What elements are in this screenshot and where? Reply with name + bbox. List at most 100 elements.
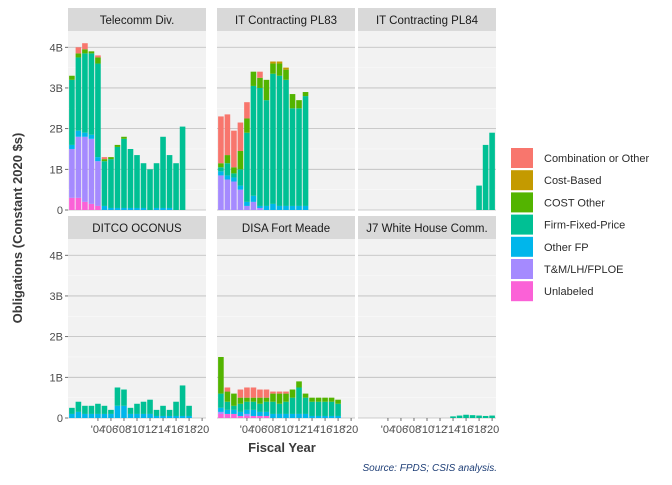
- bar-segment: [463, 414, 469, 418]
- bar-segment: [88, 51, 95, 54]
- bar-segment: [328, 401, 335, 416]
- x-tick-label: '08: [266, 424, 280, 436]
- bar-segment: [476, 185, 482, 210]
- bar-segment: [224, 163, 231, 176]
- bar-segment: [237, 122, 244, 152]
- bar-segment: [101, 405, 108, 414]
- legend-label: T&M/LH/FPLOE: [544, 264, 623, 276]
- bar-segment: [218, 171, 224, 176]
- facet-panel: IT Contracting PL83: [217, 8, 355, 211]
- bar-segment: [95, 403, 101, 414]
- bar-segment: [302, 96, 309, 206]
- bar-segment: [224, 179, 231, 210]
- x-tick-label: '18: [331, 424, 345, 436]
- bar-segment: [95, 157, 101, 162]
- bar-segment: [309, 401, 315, 416]
- legend-label: Combination or Other: [544, 153, 649, 165]
- facet-strip: [217, 216, 355, 239]
- bar-segment: [134, 207, 140, 210]
- bar-segment: [276, 63, 283, 76]
- bar-segment: [108, 409, 114, 414]
- bar-segment: [218, 393, 224, 408]
- x-tick-label: '04: [381, 424, 395, 436]
- bar-segment: [244, 132, 250, 202]
- bar-segment: [140, 163, 147, 208]
- bar-segment: [315, 415, 322, 418]
- bar-segment: [250, 397, 257, 402]
- bar-segment: [296, 108, 302, 206]
- bar-segment: [309, 397, 315, 402]
- x-tick-label: '08: [117, 424, 131, 436]
- bar-segment: [289, 389, 296, 398]
- bar-segment: [82, 201, 88, 210]
- bar-segment: [322, 401, 328, 416]
- x-tick-label: '06: [104, 424, 118, 436]
- bar-segment: [173, 163, 179, 210]
- bar-segment: [114, 405, 121, 418]
- bar-segment: [237, 169, 244, 186]
- bar-segment: [270, 61, 276, 64]
- bar-segment: [69, 148, 75, 198]
- x-tick-label: '16: [459, 424, 473, 436]
- legend-label: Unlabeled: [544, 286, 594, 298]
- bar-segment: [231, 181, 237, 210]
- bar-segment: [283, 79, 289, 206]
- bar-segment: [231, 405, 237, 410]
- bar-segment: [250, 409, 257, 416]
- bar-segment: [244, 415, 250, 418]
- bar-segment: [75, 197, 82, 210]
- bar-segment: [302, 92, 309, 97]
- bar-segment: [296, 413, 302, 418]
- bar-segment: [270, 73, 276, 204]
- facet-strip: [358, 8, 496, 31]
- bar-segment: [75, 47, 82, 54]
- facet-title: DISA Fort Meade: [242, 223, 330, 235]
- x-tick-label: '20: [195, 424, 209, 436]
- bar-segment: [114, 144, 121, 147]
- bar-segment: [101, 413, 108, 418]
- x-tick-label: '18: [472, 424, 486, 436]
- facet-panel: DITCO OCONUS01B2B3B4B'04'06'08'10'12'14'…: [50, 216, 209, 436]
- legend-label: Other FP: [544, 242, 589, 254]
- x-tick-label: '12: [143, 424, 157, 436]
- facet-title: J7 White House Comm.: [366, 223, 487, 235]
- bar-segment: [218, 407, 224, 412]
- bar-segment: [101, 159, 108, 162]
- bar-segment: [69, 413, 75, 418]
- bar-segment: [257, 87, 263, 206]
- bar-segment: [263, 415, 270, 418]
- bar-segment: [218, 167, 224, 172]
- bar-segment: [108, 207, 114, 210]
- bar-segment: [237, 185, 244, 190]
- bar-segment: [82, 413, 88, 418]
- bar-segment: [95, 413, 101, 418]
- bar-segment: [302, 413, 309, 418]
- bar-segment: [173, 401, 179, 416]
- bar-segment: [121, 389, 127, 406]
- bar-segment: [231, 177, 237, 182]
- bar-segment: [75, 130, 82, 137]
- bar-segment: [335, 415, 341, 418]
- x-tick-label: '04: [91, 424, 105, 436]
- plot-background: [217, 239, 355, 418]
- y-tick-label: 2B: [50, 332, 63, 344]
- bar-segment: [88, 53, 95, 135]
- bar-segment: [127, 207, 134, 210]
- bar-segment: [244, 413, 250, 416]
- bar-segment: [257, 207, 263, 210]
- bar-segment: [179, 415, 186, 418]
- bar-segment: [276, 205, 283, 210]
- bar-segment: [270, 63, 276, 74]
- x-tick-label: '14: [446, 424, 460, 436]
- legend-label: COST Other: [544, 197, 605, 209]
- bar-segment: [140, 413, 147, 418]
- bar-segment: [166, 207, 173, 210]
- x-tick-label: '08: [407, 424, 421, 436]
- bar-segment: [69, 79, 75, 145]
- bar-segment: [173, 415, 179, 418]
- bar-segment: [186, 405, 192, 416]
- bar-segment: [224, 114, 231, 156]
- bar-segment: [69, 144, 75, 149]
- bar-segment: [114, 207, 121, 210]
